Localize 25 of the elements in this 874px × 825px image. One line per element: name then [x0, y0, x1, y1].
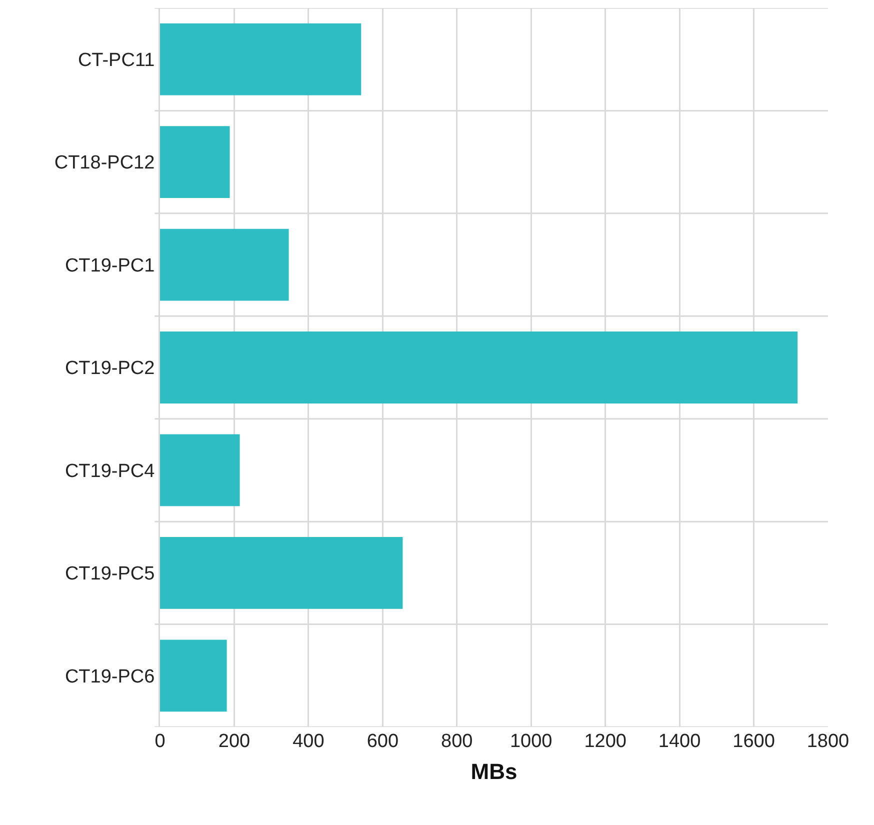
bar [160, 536, 403, 609]
x-tick-label: 1000 [510, 731, 552, 752]
x-tick-label: 0 [154, 731, 166, 752]
bar [160, 126, 230, 198]
y-tick-label: CT-PC11 [78, 50, 155, 72]
y-tick-label: CT19-PC4 [64, 460, 156, 482]
x-tick-label: 1600 [732, 731, 775, 752]
bar [160, 640, 227, 712]
y-tick-label: CT19-PC1 [64, 255, 155, 276]
x-tick-label: 1400 [658, 731, 701, 752]
bar [160, 434, 240, 506]
y-tick-label: CT19-PC2 [64, 358, 155, 380]
x-tick-label: 1800 [806, 731, 850, 752]
y-tick-label: CT19-PC6 [64, 666, 155, 688]
x-tick-label: 200 [218, 731, 250, 752]
x-tick-label: 800 [441, 731, 473, 752]
x-tick-label: 1200 [584, 731, 626, 752]
x-tick-label: 400 [292, 731, 324, 752]
x-axis-title: MBs [470, 758, 518, 784]
y-tick-label: CT18-PC12 [54, 152, 155, 174]
bar [160, 23, 362, 96]
bar [160, 228, 289, 301]
y-tick-label: CT19-PC5 [64, 564, 155, 585]
bar [160, 332, 798, 404]
x-tick-label: 600 [366, 731, 399, 752]
